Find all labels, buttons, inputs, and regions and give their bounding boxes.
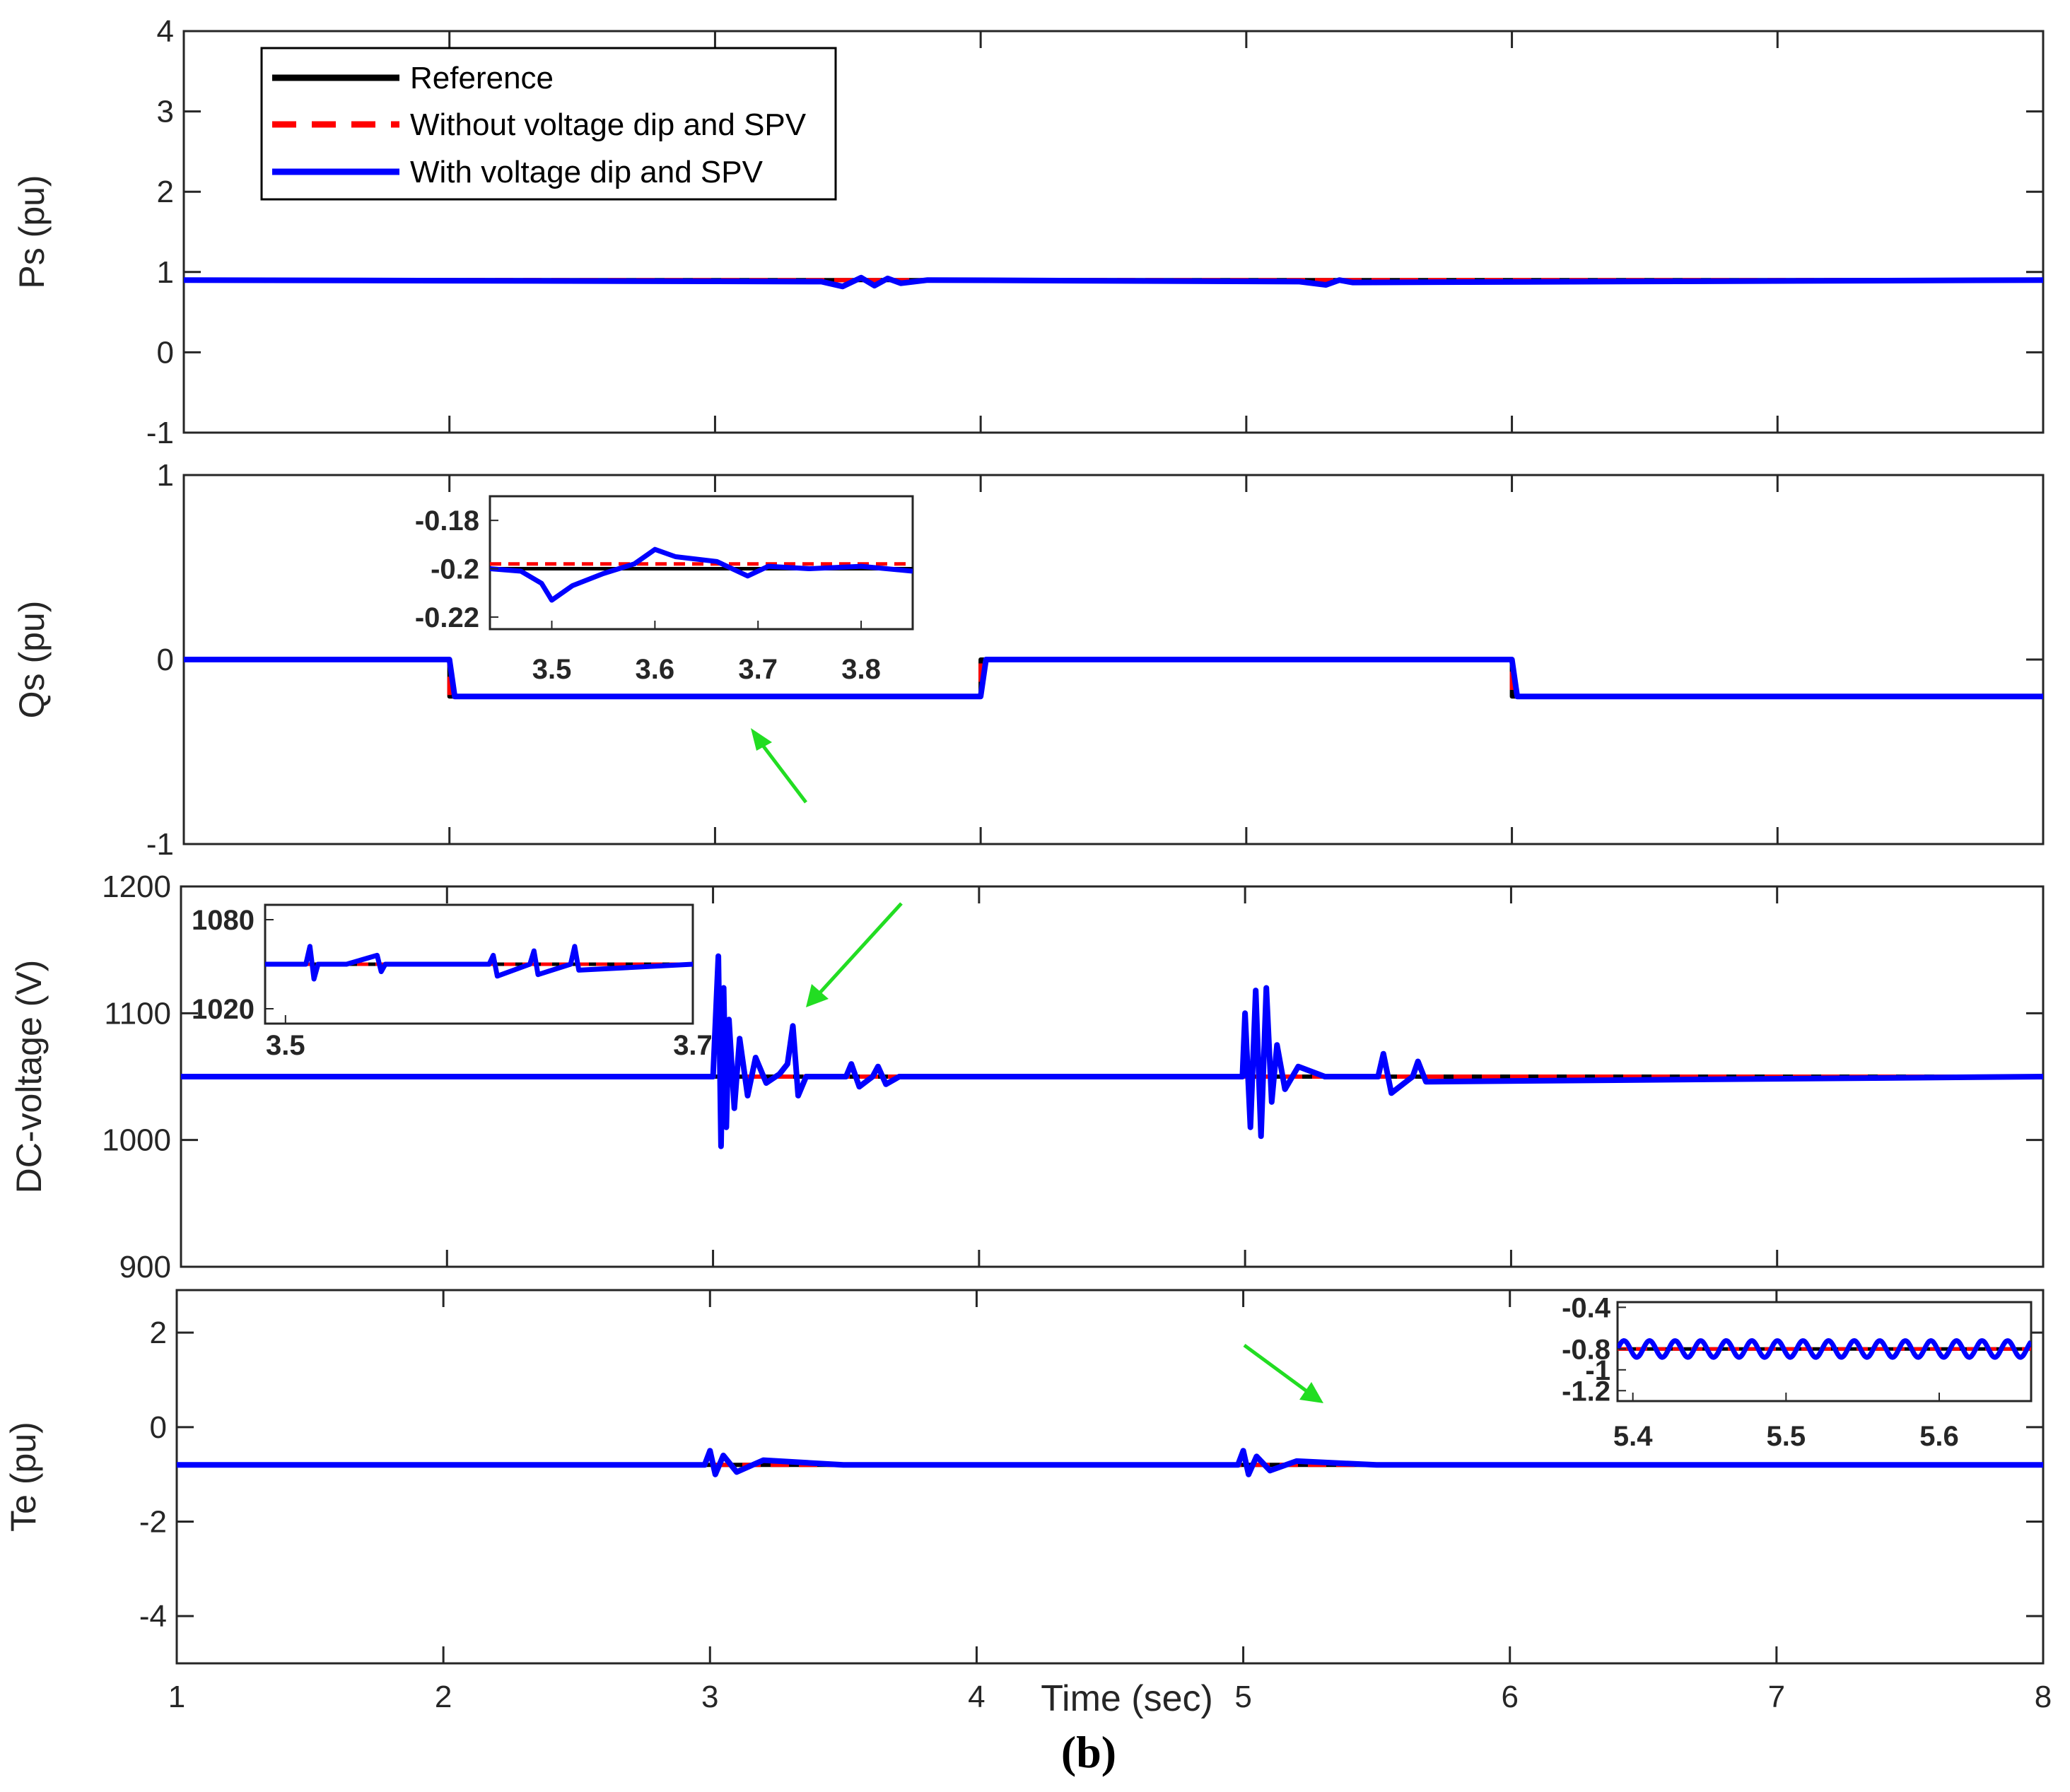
green-arrow-te [1243, 1343, 1323, 1403]
panel-ps-series-group [184, 274, 2043, 290]
panel-te-inset-frame [1616, 1301, 2033, 1402]
panel-te-ytick-label: 0 [150, 1410, 167, 1445]
panel-qs-inset-xtick-label: 3.8 [841, 654, 881, 685]
panel-dc-voltage-inset-xtick-label: 3.7 [673, 1030, 713, 1061]
panel-dc-voltage-series-group [181, 953, 2043, 1149]
panel-dc-voltage-inset-series-with-voltage-dip-and-spv [265, 944, 693, 982]
panel-ps-ytick-label: 4 [157, 14, 174, 49]
panel-dc-voltage-inset-ytick-label: 1080 [192, 905, 255, 936]
panel-dc-voltage-series-with-voltage-dip-and-spv [181, 953, 2043, 1149]
panel-qs-inset-ytick-label: -0.2 [431, 554, 479, 585]
annotations [751, 728, 1323, 1403]
panel-qs-series-with-voltage-dip-and-spv [184, 657, 2043, 700]
panels: -1 0 1 2 3 4 Ps (pu) -1 0 1 Qs (pu) -0.18 -0.2 -0.22 3… [4, 14, 2052, 1714]
panel-te-ylabel: Te (pu) [4, 1422, 43, 1532]
panel-dc-voltage: 900 1000 1100 1200 DC-voltage (V) 1080 1020 3.5… [9, 869, 2045, 1284]
panel-qs-inset-xtick-label: 3.5 [532, 654, 572, 685]
panel-ps-ytick-label: 0 [157, 335, 174, 370]
panel-te-xtick-label: 4 [968, 1680, 985, 1714]
panel-qs-series-group [184, 657, 2043, 700]
panel-te-series-group [177, 1448, 2043, 1477]
panel-qs-inset-xtick-label: 3.6 [636, 654, 675, 685]
panel-te-xtick-label: 8 [2035, 1680, 2052, 1714]
panel-qs-inset: -0.18 -0.2 -0.22 3.5 3.6 3.7 3.8 [415, 495, 914, 685]
panel-qs-ytick-label: 0 [157, 643, 174, 677]
panel-ps-ytick-label: -1 [146, 416, 174, 450]
panel-te-inset-xtick-label: 5.6 [1919, 1421, 1959, 1452]
green-arrow-dc [806, 902, 903, 1007]
legend-label-reference: Reference [410, 61, 554, 95]
panel-qs-inset-ytick-label: -0.18 [415, 505, 479, 537]
panel-qs-inset-series-group [490, 546, 913, 603]
panel-qs-inset-series-with-voltage-dip-and-spv [490, 546, 913, 603]
panel-dc-voltage-ytick-label: 1200 [102, 869, 171, 904]
figure-caption: (b) [1061, 1727, 1116, 1777]
panel-te-inset-xtick-label: 5.5 [1767, 1421, 1806, 1452]
panel-te-inset-series-group [1618, 1338, 2031, 1360]
panel-dc-voltage-ylabel: DC-voltage (V) [9, 960, 49, 1194]
panel-te-inset-series-with-voltage-dip-and-spv [1618, 1338, 2031, 1360]
panel-qs: -1 0 1 Qs (pu) -0.18 -0.2 -0.22 3.5 3.6 3.7 3.8 [12, 458, 2045, 862]
panel-qs-ylabel: Qs (pu) [12, 601, 52, 719]
panel-qs-inset-xtick-label: 3.7 [738, 654, 778, 685]
panel-dc-voltage-ytick-label: 1100 [104, 996, 171, 1031]
legend-label-with: With voltage dip and SPV [410, 155, 764, 189]
panel-te-ytick-label: -2 [139, 1504, 167, 1539]
panel-dc-voltage-inset: 1080 1020 3.5 3.7 [192, 903, 713, 1061]
panel-te-inset-ytick-label: -1.2 [1562, 1376, 1610, 1407]
panel-te-xtick-label: 3 [701, 1680, 718, 1714]
panel-te-series-with-voltage-dip-and-spv [177, 1448, 2043, 1477]
panel-qs-ytick-label: -1 [146, 827, 174, 862]
panel-te-xtick-label: 7 [1768, 1680, 1785, 1714]
panel-te-xtick-label: 6 [1501, 1680, 1518, 1714]
panel-te-ytick-label: 2 [150, 1316, 167, 1350]
panel-te-inset-ytick-label: -0.8 [1562, 1334, 1610, 1365]
panel-dc-voltage-inset-series-group [265, 944, 693, 982]
panel-ps-ylabel: Ps (pu) [12, 175, 52, 288]
panel-te-ytick-label: -4 [139, 1599, 167, 1634]
panel-te-inset: -0.4 -0.8-1-1.25.4 5.5 5.6 [1562, 1292, 2033, 1452]
panel-dc-voltage-inset-ytick-label: 1020 [192, 994, 255, 1025]
panel-te-inset-ytick-label: -0.4 [1562, 1292, 1611, 1323]
panel-ps-ytick-label: 1 [157, 255, 174, 290]
panel-ps-ytick-label: 2 [157, 175, 174, 209]
legend-label-without: Without voltage dip and SPV [410, 107, 807, 142]
green-arrow-qs [751, 728, 807, 804]
panel-qs-ytick-label: 1 [157, 458, 174, 493]
panel-te-xtick-label: 5 [1234, 1680, 1251, 1714]
panel-ps-series-with-voltage-dip-and-spv [184, 274, 2043, 290]
panel-dc-voltage-ytick-label: 900 [119, 1250, 171, 1284]
panel-te-xtick-label: 1 [168, 1680, 185, 1714]
panel-dc-voltage-inset-xtick-label: 3.5 [266, 1030, 305, 1061]
legend: Reference Without voltage dip and SPV Wi… [260, 47, 837, 201]
panel-te-inset-xtick-label: 5.4 [1613, 1421, 1653, 1452]
panel-te-inset-ytick-label: -1 [1585, 1355, 1610, 1386]
x-axis-label: Time (sec) [1041, 1678, 1213, 1719]
panel-ps-ytick-label: 3 [157, 95, 174, 129]
panel-qs-inset-ytick-label: -0.22 [415, 602, 479, 633]
panel-te: -4 -2 0 2 1 2 3 4 5 6 7 8 Te (pu) -0.4 -0.8-1-1.25.4 5.… [4, 1289, 2052, 1714]
panel-dc-voltage-ytick-label: 1000 [102, 1123, 171, 1158]
panel-te-xtick-label: 2 [435, 1680, 452, 1714]
